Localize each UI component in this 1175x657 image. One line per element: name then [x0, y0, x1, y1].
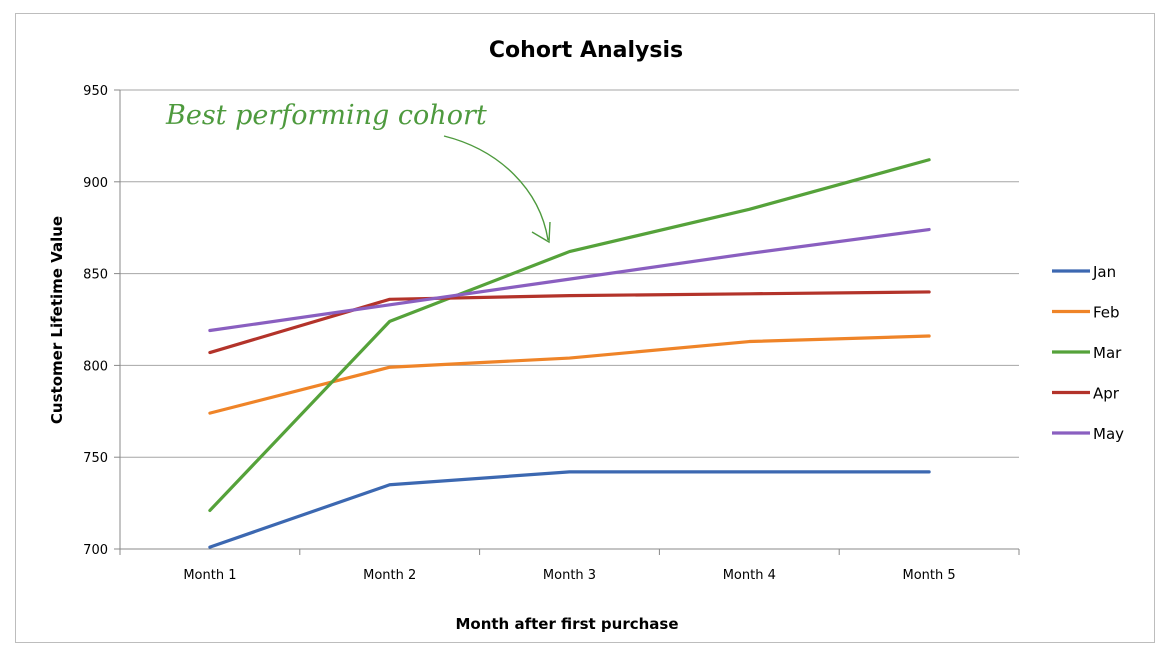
x-tick-label: Month 4 [723, 568, 776, 583]
series-line-apr [208, 290, 931, 355]
gridlines [114, 89, 1020, 555]
chart-frame [15, 13, 1155, 643]
series-line-mar [208, 158, 931, 513]
annotation: Best performing cohort [165, 100, 551, 244]
series-line-may [208, 227, 931, 333]
y-tick-label: 750 [83, 451, 108, 466]
legend-label-jan: Jan [1092, 263, 1116, 281]
y-tick-label: 900 [83, 176, 108, 191]
series-lines [208, 158, 931, 549]
series-line-jan [208, 470, 931, 549]
legend-label-apr: Apr [1093, 385, 1120, 403]
chart-title: Cohort Analysis [489, 38, 683, 63]
annotation-arrow [443, 135, 549, 241]
x-axis-title: Month after first purchase [455, 615, 678, 633]
legend: Jan Feb Mar Apr May [1052, 263, 1124, 443]
legend-label-feb: Feb [1093, 304, 1120, 322]
x-tick-labels: Month 1 Month 2 Month 3 Month 4 Month 5 [183, 568, 955, 583]
y-tick-label: 950 [83, 84, 108, 99]
x-tick-label: Month 5 [903, 568, 956, 583]
y-tick-label: 850 [83, 268, 108, 283]
y-axis-title: Customer Lifetime Value [48, 216, 66, 424]
annotation-arrowhead [531, 221, 551, 244]
legend-label-mar: Mar [1093, 344, 1122, 362]
series-line-feb [208, 334, 931, 415]
x-tick-label: Month 2 [363, 568, 416, 583]
annotation-text: Best performing cohort [165, 100, 487, 131]
y-tick-label: 700 [83, 543, 108, 558]
x-tick-label: Month 1 [183, 568, 236, 583]
x-tick-label: Month 3 [543, 568, 596, 583]
y-tick-label: 800 [83, 359, 108, 374]
y-tick-labels: 700 750 800 850 900 950 [83, 84, 108, 558]
legend-label-may: May [1093, 425, 1124, 443]
